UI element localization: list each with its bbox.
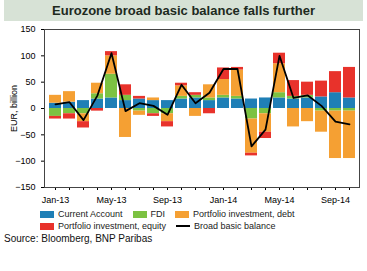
html-text:Portfolio investment, equity: Portfolio investment, equity [58, 221, 167, 231]
svg-text:Jan-13: Jan-13 [42, 195, 70, 205]
svg-text:Jan-14: Jan-14 [210, 195, 238, 205]
svg-text:0: 0 [30, 103, 35, 113]
html-text:FDI: FDI [150, 209, 165, 219]
svg-text:−50: −50 [20, 130, 35, 140]
svg-text:Sep-14: Sep-14 [321, 195, 350, 205]
html-text:Eurozone broad basic balance f: Eurozone broad basic balance falls furth… [52, 3, 315, 18]
svg-text:−150: −150 [15, 182, 35, 192]
html-text:Source: Bloomberg, BNP Paribas: Source: Bloomberg, BNP Paribas [4, 233, 153, 244]
svg-text:150: 150 [20, 24, 35, 34]
svg-text:50: 50 [25, 77, 35, 87]
html-text:Broad basic balance: Broad basic balance [194, 221, 276, 231]
svg-text:May-13: May-13 [96, 195, 126, 205]
svg-text:EUR, billion: EUR, billion [9, 85, 19, 132]
svg-text:Sep-13: Sep-13 [153, 195, 182, 205]
html-text:Current Account: Current Account [58, 209, 123, 219]
html-text:Portfolio investment, debt: Portfolio investment, debt [193, 209, 295, 219]
svg-text:May-14: May-14 [264, 195, 294, 205]
svg-text:100: 100 [20, 51, 35, 61]
svg-text:−100: −100 [15, 156, 35, 166]
